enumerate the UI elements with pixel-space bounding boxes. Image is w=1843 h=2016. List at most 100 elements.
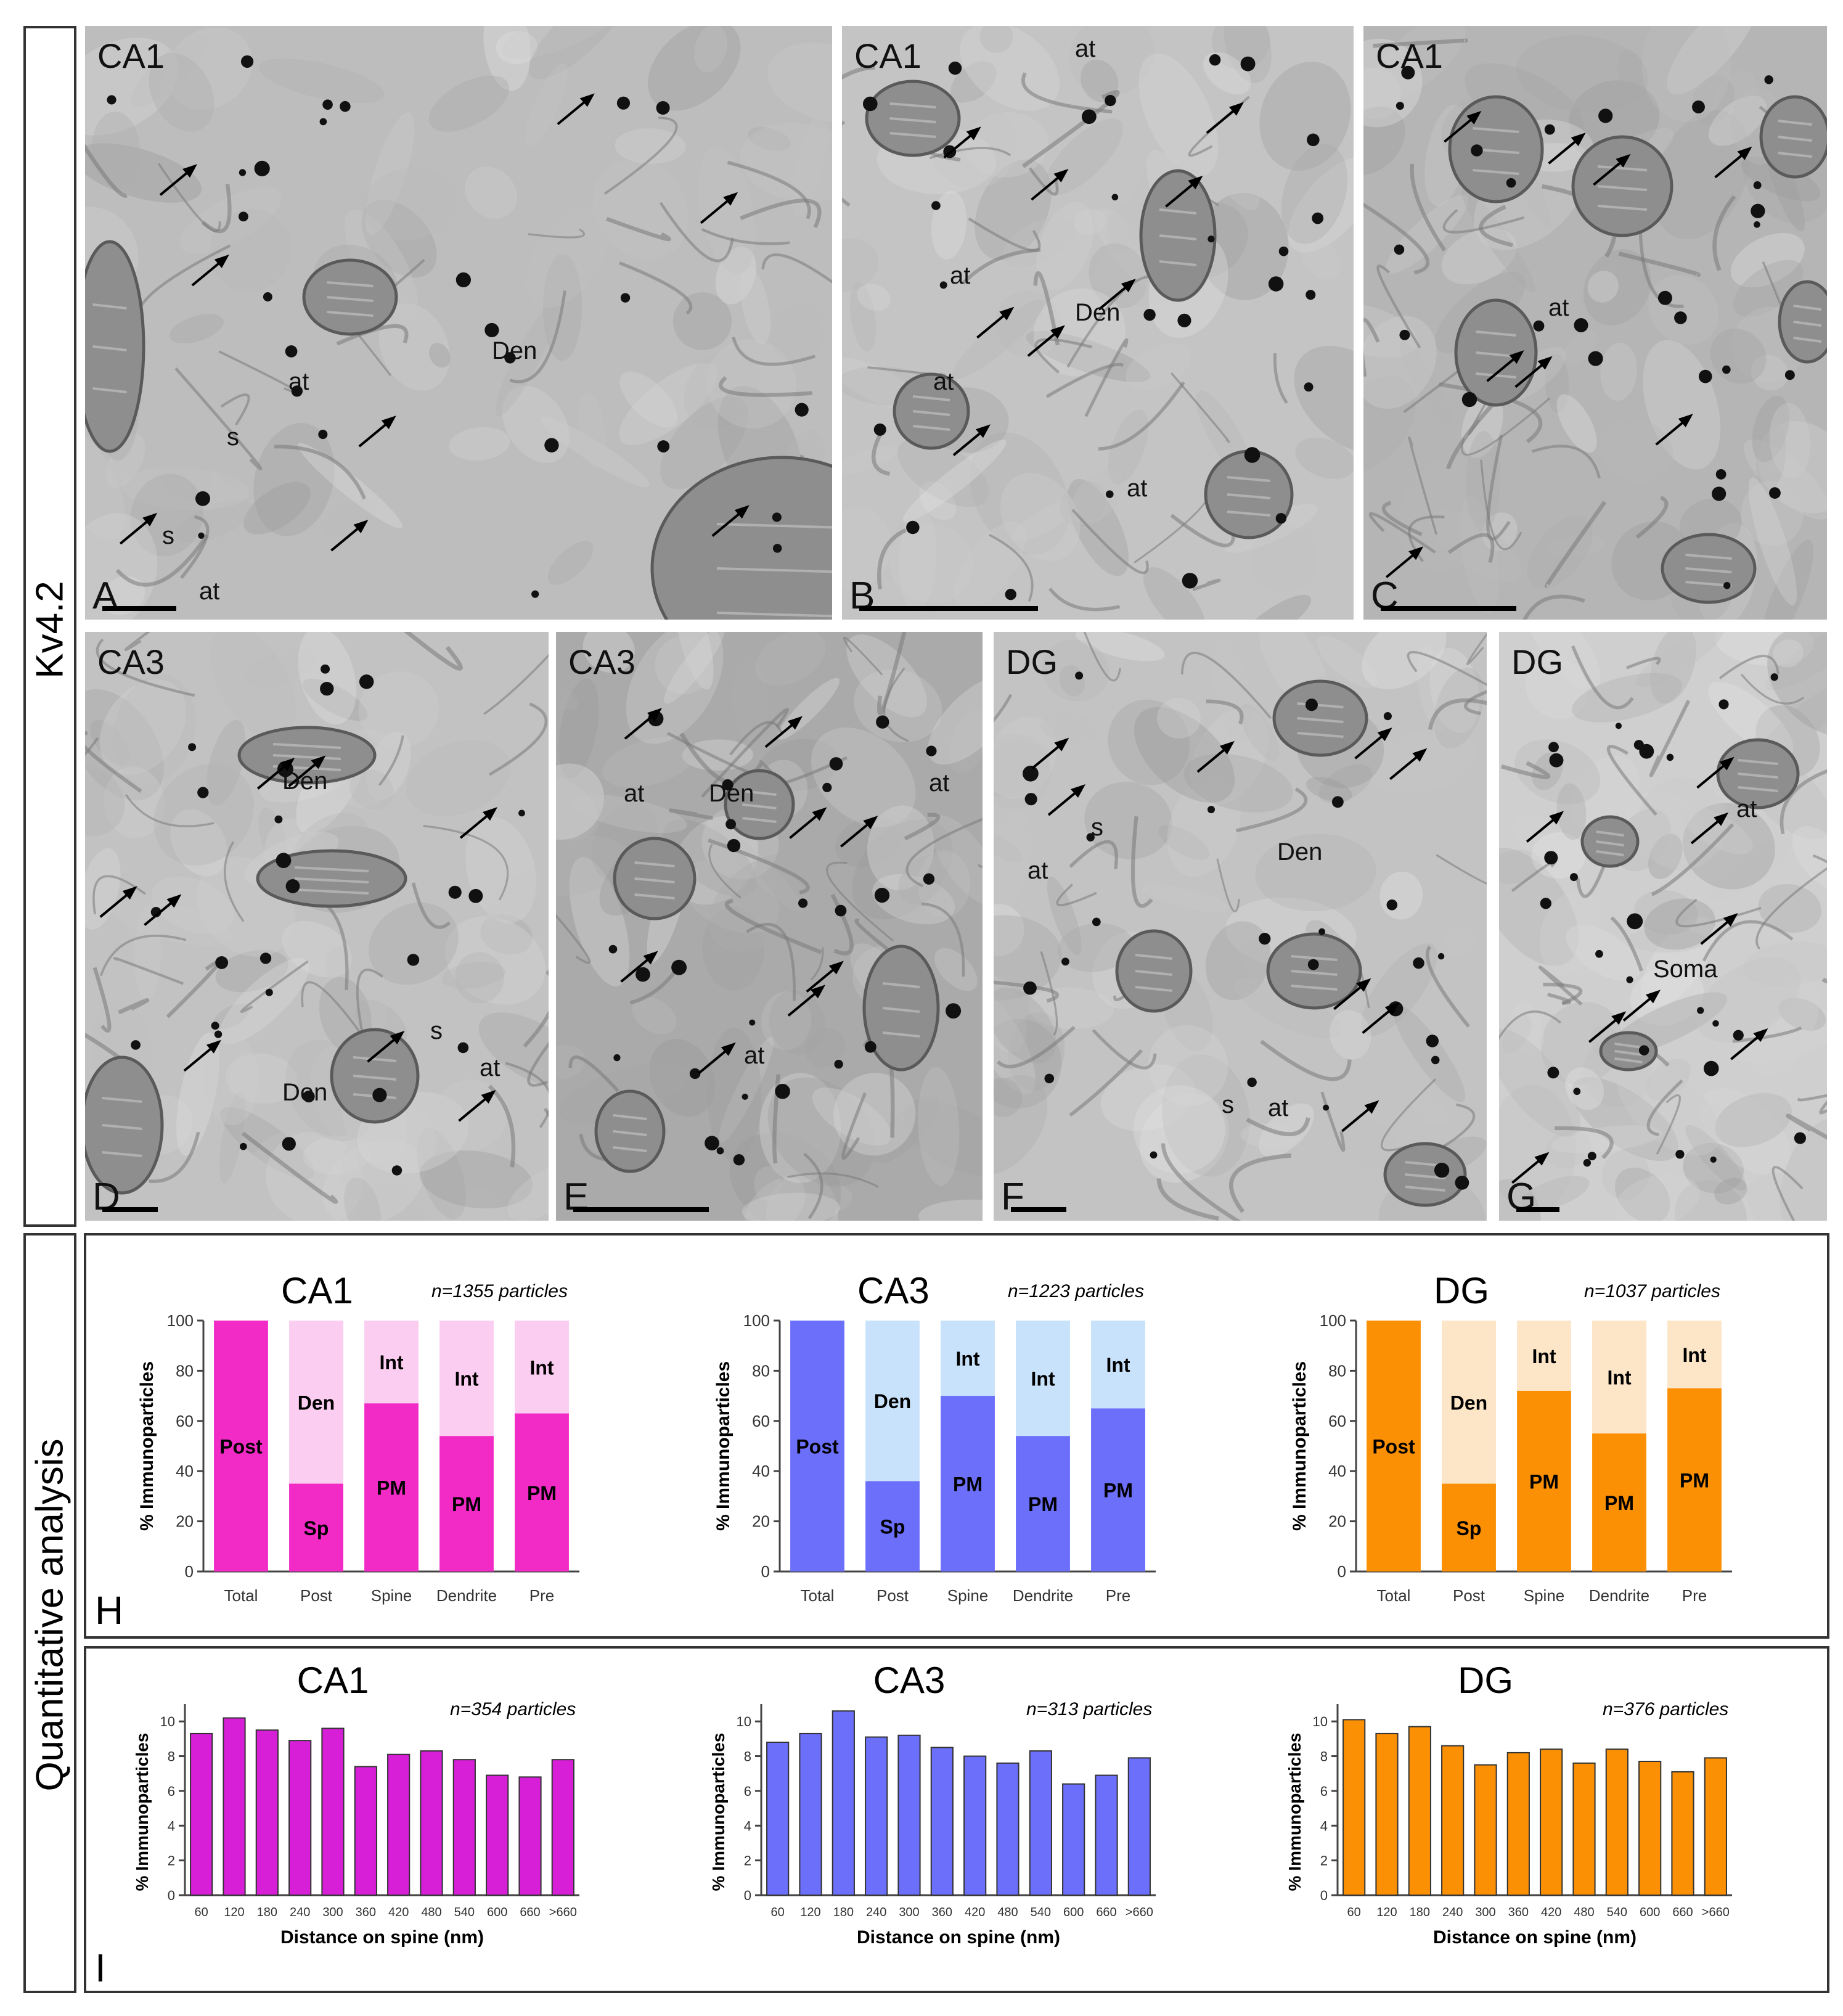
bar-bottom-segment bbox=[1517, 1390, 1571, 1571]
y-tick-label: 80 bbox=[176, 1361, 194, 1380]
immunoparticle bbox=[1431, 1055, 1440, 1065]
x-tick-label: 600 bbox=[1063, 1906, 1084, 1919]
panel-a: CA1 Den at s s at A bbox=[85, 26, 832, 620]
arrow-icon bbox=[700, 192, 738, 224]
immunoparticle bbox=[239, 169, 247, 176]
y-tick-label: 8 bbox=[744, 1749, 751, 1764]
arrow-icon bbox=[1486, 350, 1524, 382]
y-tick-label: 60 bbox=[752, 1412, 770, 1430]
x-axis-label: Distance on spine (nm) bbox=[1433, 1927, 1637, 1948]
y-tick-label: 0 bbox=[744, 1888, 751, 1903]
bar-top-segment bbox=[941, 1321, 995, 1396]
immunoparticle bbox=[240, 55, 254, 68]
mitochondrion bbox=[1759, 95, 1827, 179]
panel-region-label: DG bbox=[1511, 642, 1563, 681]
immunoparticle bbox=[876, 715, 889, 729]
histogram-bar bbox=[223, 1717, 246, 1896]
x-tick-label: Pre bbox=[1106, 1586, 1130, 1605]
immunoparticle bbox=[1784, 370, 1795, 380]
arrow-icon bbox=[764, 716, 803, 748]
y-tick-label: 100 bbox=[743, 1311, 770, 1330]
arrow-icon bbox=[787, 985, 825, 1017]
panel-g-texture bbox=[1499, 632, 1827, 1221]
x-tick-label: 360 bbox=[1508, 1906, 1529, 1919]
panel-g: DG at Soma G bbox=[1499, 632, 1827, 1221]
immunoparticle bbox=[1150, 1151, 1158, 1159]
stacked-charts-box: H CA1 n=1355 particles % Immunoparticles 0 20… bbox=[84, 1233, 1829, 1639]
bar-segment-label: PM bbox=[1028, 1493, 1058, 1515]
chart-title: CA1 bbox=[281, 1270, 353, 1311]
chart-subtitle: n=1223 particles bbox=[1008, 1281, 1144, 1301]
y-tick-label: 10 bbox=[1313, 1714, 1328, 1729]
immunoparticle bbox=[1698, 369, 1712, 383]
arrow-icon bbox=[1622, 990, 1661, 1022]
immunoparticle bbox=[1383, 712, 1392, 721]
arrow-icon bbox=[1700, 913, 1738, 945]
immunoparticle bbox=[1024, 793, 1037, 806]
chart-title: CA1 bbox=[297, 1660, 369, 1701]
mitochondrion bbox=[1115, 929, 1193, 1013]
mitochondrion bbox=[1716, 738, 1800, 809]
y-axis-label: % Immunoparticles bbox=[1285, 1733, 1304, 1891]
immunoparticle bbox=[1305, 699, 1318, 711]
immunoparticle bbox=[291, 385, 303, 397]
structure-label: Den bbox=[1277, 838, 1322, 866]
bar-segment-label: Int bbox=[529, 1356, 554, 1379]
x-tick-label: 600 bbox=[487, 1906, 507, 1919]
y-tick-label: 80 bbox=[752, 1361, 770, 1380]
x-tick-label: Dendrite bbox=[436, 1586, 497, 1605]
immunoparticle bbox=[1718, 699, 1729, 710]
bar-segment-label: Den bbox=[298, 1391, 335, 1414]
immunoparticle bbox=[407, 954, 420, 966]
structure-label: at bbox=[1548, 294, 1569, 321]
immunoparticle bbox=[131, 1040, 141, 1050]
immunoparticle bbox=[1733, 1030, 1744, 1041]
mitochondrion bbox=[1778, 280, 1827, 364]
mitochondrion bbox=[1139, 169, 1217, 302]
histogram-bar bbox=[354, 1766, 377, 1896]
arrow-icon bbox=[1593, 154, 1631, 186]
arrow-icon bbox=[1027, 325, 1065, 357]
immunoparticle bbox=[1177, 313, 1191, 327]
arrow-icon bbox=[99, 886, 137, 918]
immunoparticle bbox=[1549, 753, 1564, 768]
panel-d: CA3 Den Den s at D bbox=[85, 632, 549, 1221]
immunoparticle bbox=[1598, 109, 1613, 123]
y-tick-label: 10 bbox=[160, 1714, 175, 1729]
immunoparticle bbox=[1209, 54, 1221, 66]
panel-region-label: CA1 bbox=[97, 36, 165, 75]
arrow-icon bbox=[952, 424, 991, 456]
panel-f-texture bbox=[994, 632, 1487, 1221]
bar-top-segment bbox=[865, 1321, 920, 1481]
immunoparticle bbox=[926, 745, 937, 756]
immunoparticle bbox=[1106, 490, 1114, 498]
mitochondrion bbox=[302, 258, 398, 336]
immunoparticle bbox=[1399, 329, 1410, 340]
panel-b: CA1 at at Den at at B bbox=[842, 26, 1354, 620]
immunoparticle bbox=[1386, 899, 1398, 911]
x-tick-label: 540 bbox=[1031, 1906, 1051, 1919]
bar-segment-label: Post bbox=[796, 1436, 839, 1458]
panel-f: DG Den s at s at F bbox=[994, 632, 1487, 1221]
immunoparticle bbox=[319, 118, 327, 126]
x-tick-label: 540 bbox=[454, 1906, 475, 1919]
scale-bar bbox=[1516, 1207, 1559, 1212]
arrow-icon bbox=[1333, 978, 1371, 1010]
immunoparticle bbox=[1544, 124, 1555, 135]
bar-bottom-segment bbox=[364, 1403, 419, 1571]
immunoparticle bbox=[274, 815, 283, 824]
mitochondrion bbox=[1571, 135, 1673, 237]
immunoparticle bbox=[798, 898, 808, 908]
quant-side-label: Quantitative analysis bbox=[28, 1438, 72, 1792]
panel-d-texture bbox=[85, 632, 549, 1221]
bar-segment-label: Int bbox=[1031, 1368, 1055, 1390]
immunoparticle bbox=[1307, 133, 1320, 147]
x-tick-label: 120 bbox=[224, 1906, 244, 1919]
immunoparticle bbox=[457, 1042, 469, 1054]
immunoparticle bbox=[468, 888, 483, 903]
x-tick-label: 360 bbox=[932, 1906, 952, 1919]
chart-title: DG bbox=[1434, 1270, 1489, 1311]
mitochondrion bbox=[893, 372, 970, 450]
immunoparticle bbox=[1712, 1020, 1719, 1027]
